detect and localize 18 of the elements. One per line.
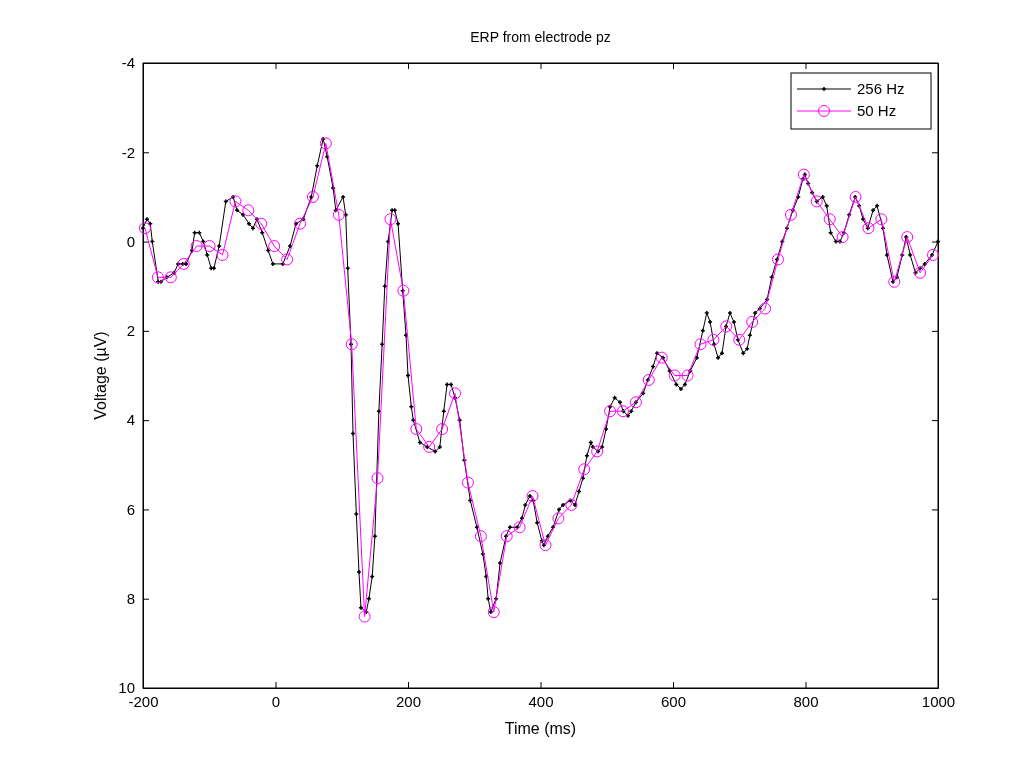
x-tick-label: 200: [395, 692, 422, 710]
y-tick-label: 6: [126, 500, 135, 518]
y-tick-label: -2: [121, 143, 135, 161]
legend-label: 50 Hz: [857, 102, 897, 119]
y-tick-label: 0: [126, 232, 135, 250]
y-tick-label: 2: [126, 322, 135, 340]
x-axis-title: Time (ms): [504, 720, 577, 737]
x-tick-label: 600: [660, 692, 687, 710]
y-tick-label: 8: [126, 590, 135, 608]
legend-label: 256 Hz: [857, 80, 905, 97]
x-tick-label: 1000: [921, 692, 956, 710]
chart-title: ERP from electrode pz: [470, 29, 611, 45]
y-tick-label: 4: [126, 411, 135, 429]
x-tick-label: 800: [793, 692, 819, 710]
y-tick-label: -4: [121, 54, 135, 72]
x-tick-label: 400: [528, 692, 554, 710]
y-axis-title: Voltage (µV): [92, 331, 109, 420]
x-tick-label: 0: [271, 692, 281, 710]
